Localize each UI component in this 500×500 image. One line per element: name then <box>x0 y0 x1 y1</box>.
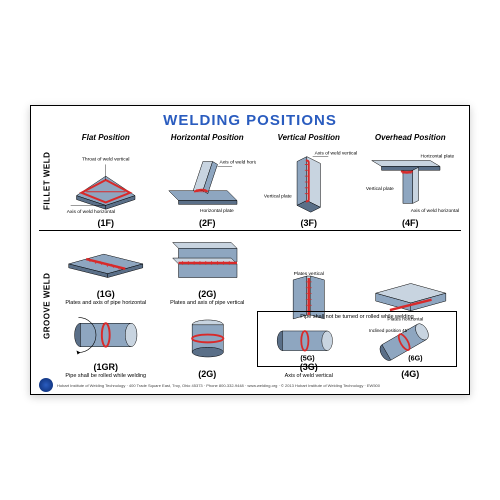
svg-text:Vertical plate: Vertical plate <box>264 194 292 200</box>
code-2f: (2F) <box>199 218 216 228</box>
svg-text:Axis of weld horizontal: Axis of weld horizontal <box>67 209 115 215</box>
cell-2f: Horizontal Position Axis of weld horizon… <box>157 131 259 230</box>
fig-2f: Axis of weld horizontal Horizontal plate <box>159 144 257 218</box>
svg-text:Horizontal plate: Horizontal plate <box>199 208 233 214</box>
subcell-2g-pipe: (2G) <box>159 306 257 379</box>
row-label-groove: GROOVE WELD <box>39 231 55 381</box>
code-1g: (1G) <box>97 289 115 299</box>
fig-3f: Axis of weld vertical Vertical plate <box>260 144 358 218</box>
svg-text:(5G): (5G) <box>300 354 315 362</box>
code-1gr: (1GR) <box>94 362 119 372</box>
cell-3f: Vertical Position Axis of weld vertical … <box>258 131 360 230</box>
code-1f: (1F) <box>98 218 115 228</box>
poster-title: WELDING POSITIONS <box>39 112 461 129</box>
fig-1gr <box>57 306 155 362</box>
fig-1g <box>57 233 155 289</box>
fig-6g: Inclined position 45° (6G) <box>359 314 454 364</box>
svg-text:Axis of weld horizontal: Axis of weld horizontal <box>410 208 458 214</box>
svg-text:Axis of weld horizontal: Axis of weld horizontal <box>219 159 256 165</box>
welding-positions-poster: WELDING POSITIONS FILLET WELD Flat Posit… <box>30 105 470 395</box>
svg-text:Inclined position 45°: Inclined position 45° <box>369 328 409 333</box>
code-2g: (2G) <box>198 289 216 299</box>
box-note: Pipe shall not be turned or rolled while… <box>258 314 456 320</box>
row-fillet: FILLET WELD Flat Position Throat of weld… <box>39 131 461 231</box>
colhead-horizontal: Horizontal Position <box>171 133 244 142</box>
svg-text:Axis of weld vertical: Axis of weld vertical <box>315 151 358 157</box>
cell-1f: Flat Position Throat of weld vertical Ax… <box>55 131 157 230</box>
poster-footer: Hobart Institute of Welding Technology ·… <box>39 378 461 392</box>
svg-text:Horizontal plate: Horizontal plate <box>420 154 454 160</box>
subcell-1g-plate: (1G) Plates and axis of pipe horizontal <box>57 233 155 306</box>
cell-1g: (1G) Plates and axis of pipe horizontal <box>55 231 157 381</box>
cell-2g: (2G) Plates and axis of pipe vertical (2… <box>157 231 259 381</box>
svg-text:Vertical plate: Vertical plate <box>365 186 393 192</box>
colhead-overhead: Overhead Position <box>375 133 446 142</box>
colhead-vertical: Vertical Position <box>278 133 340 142</box>
row-groove: GROOVE WELD (1G) <box>39 231 461 381</box>
colhead-flat: Flat Position <box>82 133 130 142</box>
subcell-2g-plate: (2G) Plates and axis of pipe vertical <box>159 233 257 306</box>
fig-5g: (5G) <box>260 314 355 364</box>
fig-2g <box>159 233 257 289</box>
svg-text:(6G): (6G) <box>408 354 423 362</box>
cell-4f: Overhead Position Horizontal plate Verti… <box>360 131 462 230</box>
code-3f: (3F) <box>301 218 318 228</box>
subcell-1gr-pipe: (1GR) Pipe shall be rolled while welding <box>57 306 155 379</box>
row-label-fillet: FILLET WELD <box>39 131 55 230</box>
svg-text:Plates vertical: Plates vertical <box>294 271 324 277</box>
fig-1f: Throat of weld vertical Axis of weld hor… <box>57 144 155 218</box>
fillet-cells: Flat Position Throat of weld vertical Ax… <box>55 131 461 230</box>
fig-4f: Horizontal plate Vertical plate Axis of … <box>362 144 460 218</box>
hobart-logo-icon <box>39 378 53 392</box>
box-5g-6g: Pipe shall not be turned or rolled while… <box>257 311 457 367</box>
poster-grid: FILLET WELD Flat Position Throat of weld… <box>39 131 461 381</box>
code-4f: (4F) <box>402 218 419 228</box>
svg-text:Throat of weld vertical: Throat of weld vertical <box>82 157 130 163</box>
footer-text: Hobart Institute of Welding Technology ·… <box>57 383 380 388</box>
fig-2g-pipe <box>159 306 257 369</box>
